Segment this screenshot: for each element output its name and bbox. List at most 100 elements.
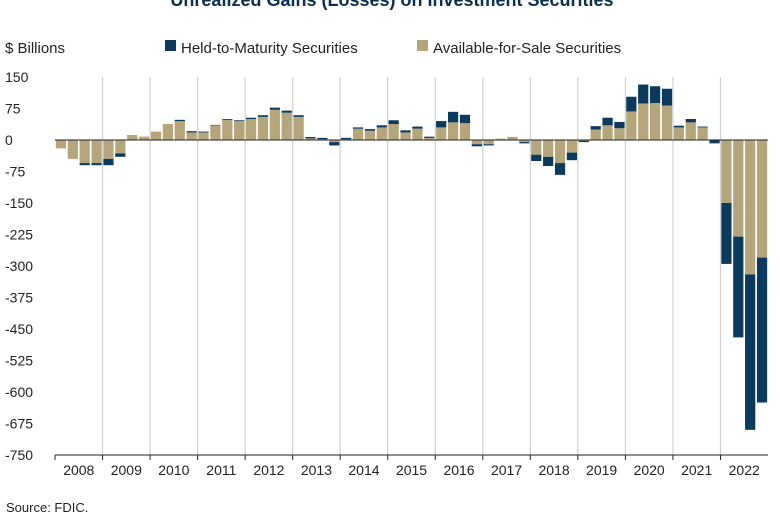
- bar-afs: [234, 121, 245, 140]
- bar-afs: [293, 116, 304, 140]
- x-tick-label: 2009: [111, 462, 142, 478]
- bar-htm: [685, 119, 696, 123]
- y-tick-label: -600: [5, 384, 33, 400]
- y-tick-label: -450: [5, 321, 33, 337]
- bar-afs: [257, 116, 269, 140]
- bar-htm: [756, 257, 768, 403]
- bar-htm: [352, 127, 364, 129]
- bar-htm: [103, 158, 114, 166]
- bar-afs: [638, 103, 649, 140]
- bar-htm: [745, 274, 756, 430]
- bar-afs: [281, 112, 292, 140]
- y-tick-label: -225: [5, 227, 33, 243]
- x-tick-label: 2015: [396, 462, 427, 478]
- y-tick-label: -375: [5, 290, 33, 306]
- bar-afs: [566, 140, 578, 153]
- bar-htm: [554, 163, 566, 175]
- bar-afs: [55, 140, 67, 149]
- y-tick-label: 0: [5, 132, 13, 148]
- bar-htm: [578, 140, 589, 143]
- bar-afs: [459, 123, 471, 140]
- bar-afs: [745, 140, 756, 275]
- bar-afs: [531, 140, 542, 155]
- bar-afs: [115, 140, 126, 154]
- bar-afs: [400, 132, 411, 140]
- bar-htm: [341, 137, 352, 140]
- bar-afs: [305, 137, 316, 140]
- y-tick-label: 75: [5, 101, 21, 117]
- bar-htm: [388, 120, 399, 125]
- bar-htm: [543, 156, 554, 167]
- legend-label-htm: Held-to-Maturity Securities: [181, 40, 358, 57]
- bar-htm: [198, 131, 209, 133]
- bar-afs: [519, 140, 530, 143]
- x-tick-label: 2012: [253, 462, 284, 478]
- bar-afs: [91, 140, 102, 164]
- bar-afs: [79, 140, 90, 164]
- x-tick-label: 2018: [539, 462, 570, 478]
- bar-htm: [115, 153, 126, 157]
- legend-swatch-afs: [417, 40, 428, 51]
- bar-afs: [661, 105, 673, 140]
- y-tick-label: -525: [5, 353, 33, 369]
- bar-afs: [210, 125, 221, 140]
- bar-htm: [281, 110, 292, 113]
- x-tick-label: 2020: [634, 462, 665, 478]
- y-tick-label: -750: [5, 447, 33, 463]
- x-tick-label: 2016: [443, 462, 474, 478]
- bar-htm: [79, 163, 90, 166]
- bar-afs: [150, 131, 162, 140]
- bar-afs: [507, 137, 518, 140]
- bar-htm: [566, 152, 578, 161]
- bar-afs: [245, 119, 257, 140]
- source-note: Source: FDIC.: [6, 500, 88, 515]
- legend-swatch-htm: [165, 40, 176, 51]
- x-tick-label: 2022: [729, 462, 760, 478]
- bar-afs: [174, 121, 185, 140]
- bar-htm: [709, 140, 720, 144]
- bars: [55, 84, 768, 430]
- bar-htm: [234, 120, 245, 122]
- bar-afs: [590, 129, 601, 140]
- bar-afs: [471, 140, 482, 145]
- bar-afs: [269, 109, 280, 140]
- bar-htm: [436, 121, 447, 128]
- bar-htm: [531, 154, 542, 161]
- bar-htm: [245, 117, 257, 119]
- bar-afs: [329, 140, 340, 143]
- bar-htm: [661, 88, 673, 106]
- bar-htm: [614, 121, 625, 129]
- x-tick-label: 2008: [63, 462, 94, 478]
- bar-afs: [424, 137, 435, 140]
- bar-afs: [376, 127, 387, 140]
- bar-htm: [317, 137, 328, 140]
- bar-afs: [127, 134, 138, 140]
- bar-htm: [91, 163, 102, 166]
- x-tick-label: 2021: [681, 462, 712, 478]
- bar-htm: [602, 117, 613, 126]
- x-tick-label: 2019: [586, 462, 617, 478]
- x-tick-label: 2013: [301, 462, 332, 478]
- bar-htm: [483, 144, 494, 146]
- chart-title: Unrealized Gains (Losses) on Investment …: [170, 0, 613, 10]
- bar-afs: [198, 132, 209, 140]
- y-tick-label: -300: [5, 258, 33, 274]
- y-tick-label: -75: [5, 164, 25, 180]
- bar-afs: [447, 122, 459, 140]
- bar-htm: [376, 125, 387, 128]
- bar-htm: [412, 126, 423, 129]
- bar-htm: [186, 131, 197, 133]
- bar-htm: [293, 115, 304, 117]
- bar-afs: [162, 124, 174, 140]
- bar-htm: [507, 137, 518, 138]
- bar-afs: [733, 140, 744, 237]
- bar-afs: [67, 140, 78, 159]
- bar-htm: [269, 107, 280, 110]
- bar-afs: [103, 140, 114, 159]
- bar-htm: [697, 126, 708, 128]
- bar-htm: [257, 115, 269, 117]
- bar-afs: [614, 128, 625, 140]
- bar-htm: [638, 84, 649, 104]
- x-tick-label: 2017: [491, 462, 522, 478]
